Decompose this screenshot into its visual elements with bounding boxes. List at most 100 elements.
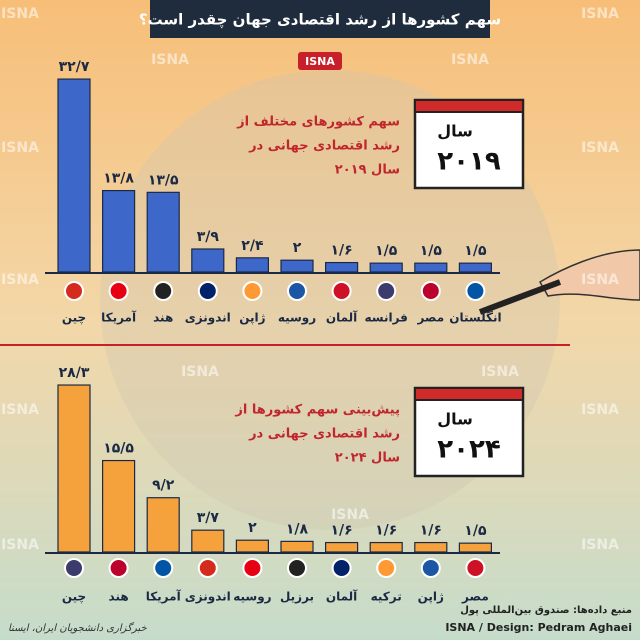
bar [325,261,359,273]
flag [242,281,263,301]
flag [376,281,397,301]
category-label: هند [109,590,129,604]
bar [325,541,359,553]
flag [420,558,441,578]
annotation: پیش‌بینی سهم کشورها از [234,403,400,418]
flag [420,281,441,301]
value-label: ۱/۵ [464,243,487,259]
watermark: ISNA [1,6,39,22]
calendar-label: سال [437,410,473,429]
category-label: چین [62,590,86,604]
flag [108,281,129,301]
title-bar [150,0,490,38]
value-label: ۱/۸ [286,521,309,537]
category-label: فرانسه [364,311,407,325]
watermark: ISNA [181,364,219,380]
bar [280,540,314,553]
category-label: مصر [461,590,489,604]
calendar [413,98,525,190]
flag [465,558,486,578]
flag [64,558,84,578]
watermark: ISNA [151,52,189,68]
watermark: ISNA [331,507,369,523]
bar [414,262,448,273]
calendar-year: ۲۰۱۹ [437,147,501,177]
bar [235,257,269,273]
bar [191,529,225,553]
category-label: آلمان [326,589,358,604]
bar [101,189,136,273]
watermark: ISNA [581,140,619,156]
bar [235,539,269,553]
credit: ISNA / Design: Pedram Aghaei [445,621,632,634]
source: منبع داده‌ها: صندوق بین‌المللی پول [460,605,632,616]
category-label: انگلستان [449,311,501,325]
bar [146,497,180,553]
bar [458,262,492,273]
category-label: اندونزی [185,311,231,326]
watermark: ISNA [1,272,39,288]
watermark: ISNA [581,402,619,418]
flag [197,558,218,578]
bar [458,542,492,553]
flag [376,558,397,578]
pen [478,279,562,315]
bar [57,384,91,553]
calendar [413,386,525,478]
calendar-year: ۲۰۲۴ [437,435,500,465]
flag [331,558,352,578]
flag [331,281,352,301]
value-label: ۲ [293,240,302,256]
category-label: اندونزی [185,590,231,605]
value-label: ۲/۴ [241,238,264,254]
flag [153,558,174,578]
annotation: رشد اقتصادی جهانی در [248,139,400,154]
flag [465,281,486,301]
flag [108,558,129,578]
value-label: ۳/۷ [197,510,220,526]
value-label: ۱/۶ [330,243,352,259]
value-label: ۳/۹ [197,229,220,245]
annotation: سال ۲۰۱۹ [335,163,400,178]
bar [369,541,403,553]
bar [101,459,136,553]
watermark: ISNA [581,537,619,553]
value-label: ۱/۵ [420,243,443,259]
watermark: ISNA [451,52,489,68]
calendar-top [414,99,524,113]
annotation: سال ۲۰۲۴ [335,451,400,466]
watermark: ISNA [1,537,39,553]
flag [287,558,307,578]
category-label: آمریکا [101,310,137,325]
calendar-label: سال [437,122,473,141]
watermark: ISNA [581,6,619,22]
title: سهم کشورها از رشد اقتصادی جهان چقدر است؟ [139,11,501,30]
value-label: ۲۸/۳ [59,365,90,381]
watermark: ISNA [1,402,39,418]
category-label: مصر [416,311,444,325]
flag [287,281,307,301]
bar [191,248,225,273]
watermark: ISNA [581,272,619,288]
annotation: سهم کشورهای مختلف از [236,115,400,130]
badge-bg [298,52,342,70]
value-label: ۹/۲ [152,478,175,494]
bar [146,191,180,273]
category-label: روسیه [233,590,271,605]
bar [57,78,91,273]
flag [242,558,263,578]
value-label: ۱/۶ [420,523,442,539]
category-label: برزیل [280,590,314,604]
category-label: آلمان [326,310,358,325]
flag [153,281,174,301]
value-label: ۱۳/۸ [103,171,134,187]
value-label: ۱۳/۵ [148,172,179,188]
category-label: ترکیه [371,590,402,604]
value-label: ۱۵/۵ [103,441,134,457]
value-label: ۱/۵ [464,523,487,539]
annotation: رشد اقتصادی جهانی در [248,427,400,442]
category-label: هند [153,311,173,325]
bar [369,262,403,273]
bar [414,541,448,553]
flag [64,281,84,301]
